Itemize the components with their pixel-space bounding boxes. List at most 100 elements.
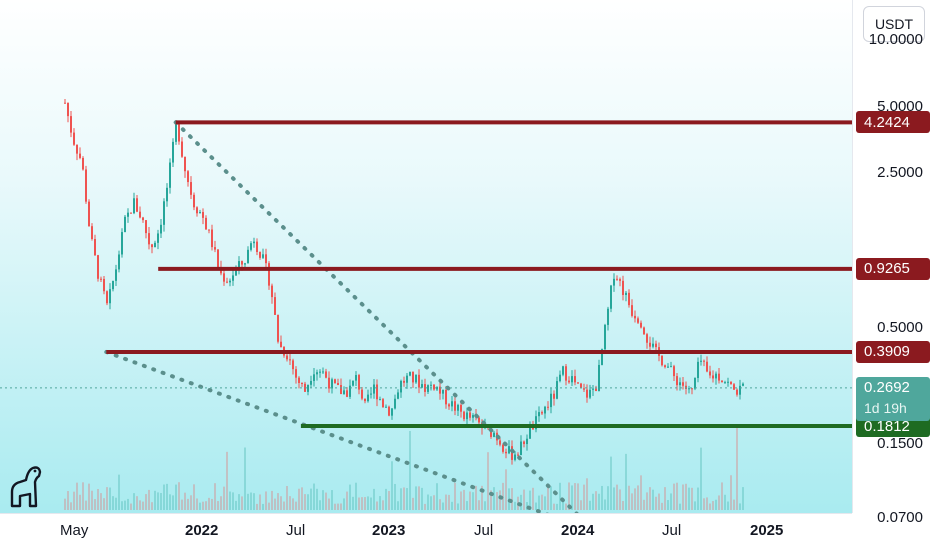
candle-body: [667, 366, 669, 368]
volume-bar: [274, 498, 276, 510]
volume-bar: [265, 491, 267, 510]
bar-countdown-label: 1d 19h: [864, 399, 907, 416]
candle-body: [163, 201, 165, 225]
candle-body: [412, 371, 414, 383]
candle-body: [268, 263, 270, 286]
price-scale[interactable]: USDT 20.000010.00005.00002.50000.50000.1…: [852, 0, 932, 526]
volume-bar: [505, 469, 507, 510]
price-chart[interactable]: [0, 0, 852, 513]
volume-bar: [613, 487, 615, 510]
candle-body: [592, 388, 594, 390]
chart-background: [0, 0, 852, 513]
candle-body: [181, 141, 183, 157]
volume-bar: [424, 503, 426, 510]
candle-body: [445, 389, 447, 405]
candles: [64, 99, 744, 465]
candle-body: [172, 141, 174, 163]
candle-body: [166, 187, 168, 202]
candle-body: [112, 280, 114, 290]
volume-bar: [253, 493, 255, 510]
volume-bar: [82, 482, 84, 510]
candle-body: [586, 389, 588, 398]
volume-bar: [133, 493, 135, 510]
time-tick-label: Jul: [662, 522, 682, 539]
volume-bar: [568, 482, 570, 510]
candle-body: [691, 388, 693, 390]
volume-bar: [214, 483, 216, 510]
volume-bar: [124, 500, 126, 510]
candle-body: [670, 366, 672, 368]
volume-bar: [226, 451, 228, 510]
volume-bar: [340, 503, 342, 510]
candle-body: [271, 285, 273, 298]
candle-body: [598, 364, 600, 392]
volume-bar: [598, 493, 600, 510]
candle-body: [136, 198, 138, 212]
volume-bar: [103, 498, 105, 510]
candle-body: [736, 389, 738, 395]
candle-body: [385, 406, 387, 408]
candle-body: [589, 389, 591, 398]
candle-body: [409, 371, 411, 376]
candle-body: [469, 412, 471, 418]
volume-bar: [373, 488, 375, 510]
volume-bar: [367, 496, 369, 510]
trendlines: [104, 120, 579, 513]
candle-body: [205, 217, 207, 230]
volume-bar: [604, 499, 606, 510]
trendline-1: [173, 120, 579, 513]
candle-body: [391, 408, 393, 416]
volume-bar: [610, 456, 612, 510]
volume-bar: [571, 485, 573, 510]
candle-body: [349, 385, 351, 397]
volume-bar: [661, 502, 663, 510]
volume-bar: [694, 501, 696, 510]
tradingview-logo-icon[interactable]: [6, 462, 46, 508]
candle-body: [280, 341, 282, 348]
candle-body: [601, 349, 603, 365]
candle-body: [94, 239, 96, 256]
volume-bar: [325, 492, 327, 510]
volume-bar: [85, 500, 87, 510]
volume-bar: [343, 498, 345, 510]
candle-body: [256, 241, 258, 252]
candle-body: [397, 392, 399, 399]
candle-body: [274, 297, 276, 315]
volume-bar: [742, 487, 744, 510]
volume-bar: [319, 500, 321, 510]
volume-bar: [445, 494, 447, 510]
candle-body: [229, 280, 231, 283]
volume-bar: [595, 491, 597, 510]
volume-bar: [454, 482, 456, 510]
volume-bar: [667, 500, 669, 510]
volume-bar: [496, 492, 498, 510]
candle-body: [682, 382, 684, 386]
volume-bar: [298, 488, 300, 510]
volume-bar: [475, 485, 477, 510]
volume-bar: [382, 500, 384, 510]
volume-bar: [421, 487, 423, 510]
volume-bar: [118, 474, 120, 510]
candle-body: [133, 198, 135, 214]
candle-body: [550, 393, 552, 408]
candle-body: [574, 376, 576, 383]
volume-bar: [553, 503, 555, 510]
candle-body: [244, 263, 246, 265]
candle-body: [343, 390, 345, 395]
volume-bar: [691, 487, 693, 510]
volume-bar: [301, 487, 303, 510]
volume-bar: [256, 503, 258, 510]
price-tick-label: 0.1500: [877, 435, 923, 453]
candle-body: [604, 324, 606, 350]
volume-bar: [247, 493, 249, 510]
candle-body: [346, 390, 348, 397]
currency-button[interactable]: USDT: [863, 6, 925, 42]
volume-bar: [715, 499, 717, 510]
volume-bar: [169, 494, 171, 510]
volume-bar: [355, 482, 357, 510]
time-axis[interactable]: May 2022 Jul 2023 Jul 2024 Jul 2025: [0, 513, 852, 551]
candle-body: [109, 289, 111, 304]
volume-bar: [652, 489, 654, 510]
volume-bar: [403, 487, 405, 510]
candle-body: [358, 375, 360, 390]
